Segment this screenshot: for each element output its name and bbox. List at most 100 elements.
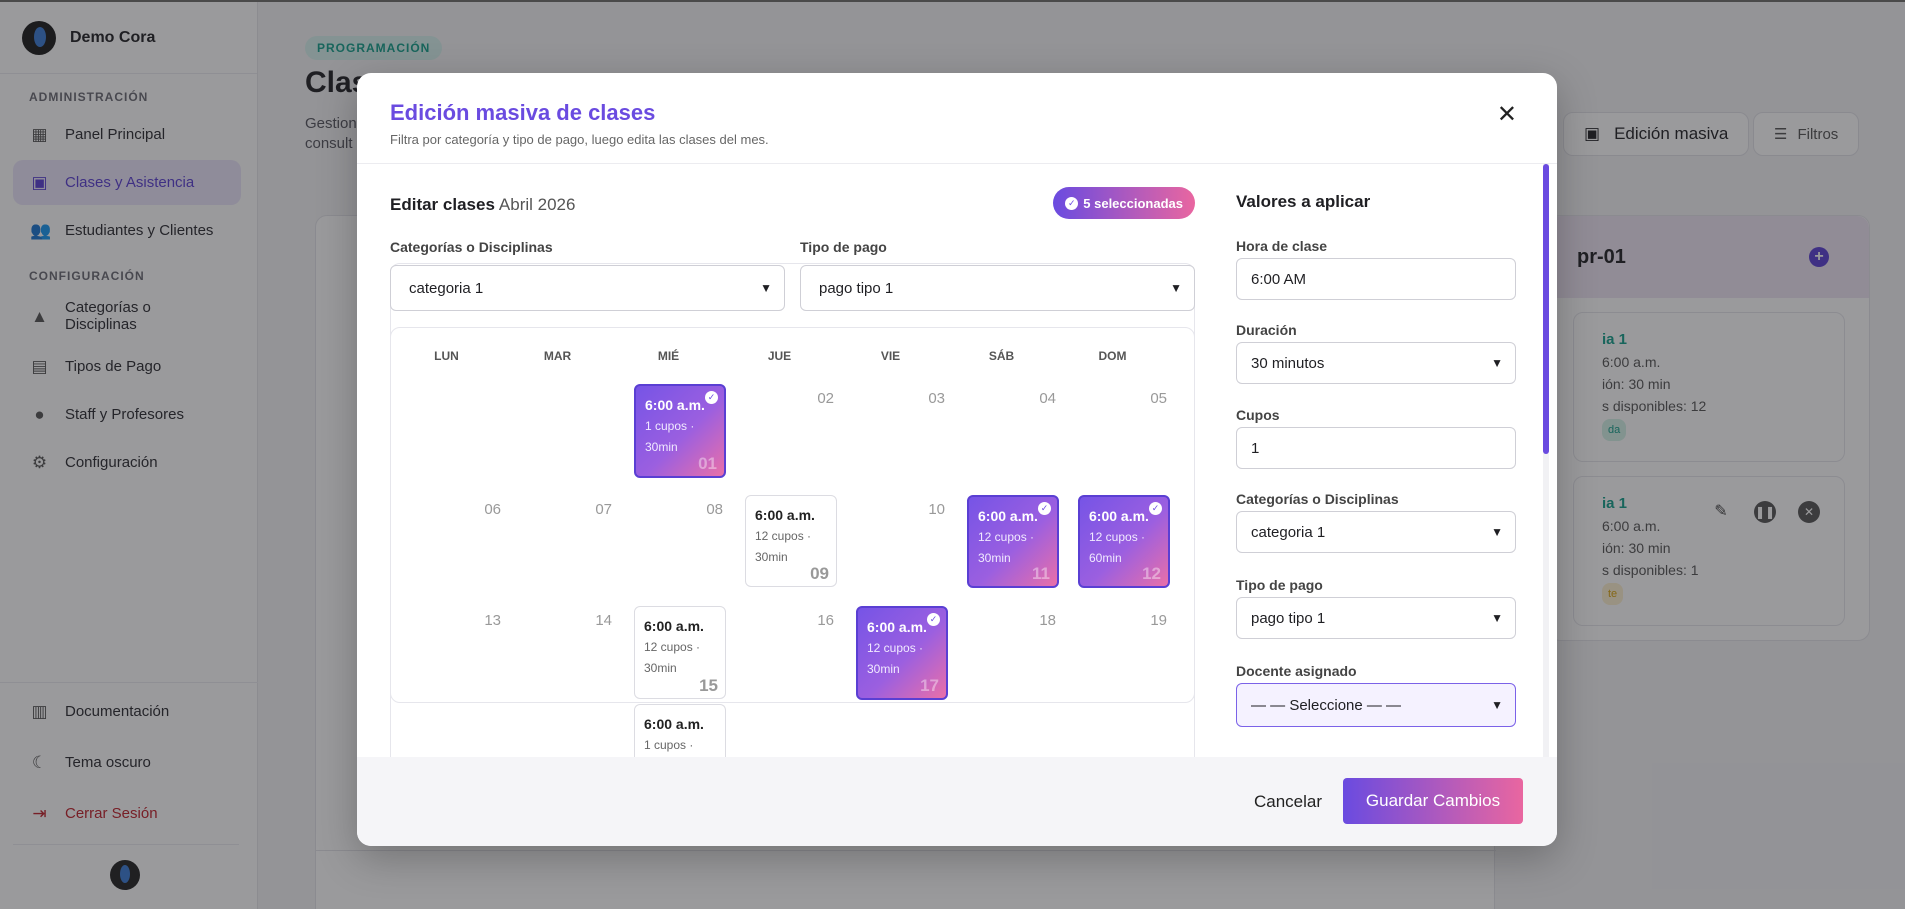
teacher-label: Docente asignado — [1236, 663, 1357, 679]
class-time: 6:00 a.m. — [644, 716, 704, 732]
class-time: 6:00 a.m. — [644, 618, 704, 634]
day-number: 16 — [817, 612, 834, 629]
class-duration: 30min — [978, 551, 1011, 565]
weekday-header: MAR — [543, 349, 572, 363]
sidebar-item-classes[interactable]: ▣ Clases y Asistencia — [13, 160, 241, 205]
class-card[interactable]: ia 1 6:00 a.m. ión: 30 min s disponibles… — [1573, 312, 1845, 462]
page-description-line: Gestion — [305, 115, 357, 132]
modal-footer: Cancelar Guardar Cambios — [357, 757, 1557, 846]
class-cell[interactable]: 6:00 a.m. 1 cupos · — [634, 704, 726, 766]
save-button[interactable]: Guardar Cambios — [1343, 778, 1523, 824]
payment-select[interactable]: pago tipo 1 ▼ — [1236, 597, 1516, 639]
class-time: 6:00 a.m. — [645, 397, 705, 413]
category-value: categoria 1 — [1251, 523, 1326, 541]
cancel-class-icon[interactable]: ✕ — [1798, 501, 1820, 523]
check-icon: ✓ — [705, 391, 718, 404]
weekday-header: LUN — [434, 349, 459, 363]
day-detail-panel: pr-01 + ia 1 6:00 a.m. ión: 30 min s dis… — [1548, 215, 1870, 641]
sidebar-item-categories[interactable]: ▲ Categorías o Disciplinas — [13, 291, 241, 341]
weekday-header: MIÉ — [657, 349, 680, 363]
payment-filter-value: pago tipo 1 — [819, 279, 894, 297]
brand[interactable]: Demo Cora — [0, 2, 257, 74]
day-number: 04 — [1039, 390, 1056, 407]
cupos-value: 1 — [1251, 439, 1260, 457]
sidebar-item-label: Clases y Asistencia — [65, 174, 195, 191]
status-badge: da — [1602, 419, 1627, 441]
sidebar-bottom: ▥ Documentación ☾ Tema oscuro ⇥ Cerrar S… — [0, 682, 258, 839]
class-time: 6:00 a.m. — [1089, 508, 1149, 524]
hour-input[interactable]: 6:00 AM — [1236, 258, 1516, 300]
modal-title-text: Edición masiva de clases — [390, 100, 656, 125]
class-cupos: 12 cupos · — [978, 530, 1035, 544]
sidebar-item-docs[interactable]: ▥ Documentación — [13, 689, 242, 734]
bulk-edit-button[interactable]: ▣ Edición masiva — [1563, 112, 1750, 156]
category-select[interactable]: categoria 1 ▼ — [1236, 511, 1516, 553]
class-card-line: 6:00 a.m. — [1602, 354, 1661, 370]
category-label: Categorías o Disciplinas — [1236, 491, 1399, 507]
sidebar-item-panel[interactable]: ▦ Panel Principal — [13, 112, 241, 157]
chevron-down-icon: ▼ — [1491, 611, 1503, 625]
add-class-icon[interactable]: + — [1809, 247, 1829, 267]
sidebar-item-settings[interactable]: ⚙ Configuración — [13, 440, 241, 485]
sidebar-item-students[interactable]: 👥 Estudiantes y Clientes — [13, 208, 241, 253]
class-duration: 30min — [645, 440, 678, 454]
class-cell[interactable]: ✓ 6:00 a.m. 12 cupos · 30min 17 — [856, 606, 948, 700]
day-number: 13 — [484, 612, 501, 629]
sidebar-item-dark-theme[interactable]: ☾ Tema oscuro — [13, 740, 242, 785]
modal-title: ▣ Edición masiva de clases — [390, 100, 1195, 703]
pause-icon[interactable]: ❚❚ — [1754, 501, 1776, 523]
sidebar-item-label: Tipos de Pago — [65, 358, 162, 375]
payment-icon: ▤ — [31, 357, 48, 376]
weekday-header: VIE — [880, 349, 901, 363]
scrollbar-thumb[interactable] — [1543, 164, 1549, 454]
chevron-down-icon: ▼ — [760, 281, 772, 295]
payment-filter-select[interactable]: pago tipo 1 ▼ — [800, 265, 1195, 311]
filters-button[interactable]: ☰ Filtros — [1753, 112, 1860, 156]
class-day-number: 11 — [1032, 564, 1050, 583]
book-icon: ▥ — [31, 702, 48, 721]
class-card[interactable]: ia 1 6:00 a.m. ión: 30 min s disponibles… — [1573, 476, 1845, 626]
class-time: 6:00 a.m. — [755, 507, 815, 523]
sidebar-item-label: Tema oscuro — [65, 754, 151, 771]
sidebar-item-staff[interactable]: ● Staff y Profesores — [13, 392, 241, 437]
class-cell[interactable]: ✓ 6:00 a.m. 12 cupos · 60min 12 — [1078, 495, 1170, 588]
class-card-line: s disponibles: 1 — [1602, 562, 1699, 578]
modal-header: ▣ Edición masiva de clases Filtra por ca… — [357, 73, 1557, 703]
class-cupos: 12 cupos · — [1089, 530, 1146, 544]
cancel-button[interactable]: Cancelar — [1254, 792, 1323, 811]
calendar-bottom-row: 27 28 29 30 — [316, 850, 1496, 909]
day-number: 14 — [595, 612, 612, 629]
footer-logo-icon — [110, 860, 140, 890]
page-description: Gestion consult — [305, 114, 357, 154]
class-cell[interactable]: 6:00 a.m. 12 cupos · 30min 09 — [745, 495, 837, 587]
class-day-number: 12 — [1142, 564, 1161, 583]
page-description-line: consult — [305, 135, 353, 152]
class-cell[interactable]: ✓ 6:00 a.m. 12 cupos · 30min 11 — [967, 495, 1059, 588]
class-cell[interactable]: 6:00 a.m. 12 cupos · 30min 15 — [634, 606, 726, 699]
calendar-icon: ▣ — [31, 173, 48, 192]
duration-select[interactable]: 30 minutos ▼ — [1236, 342, 1516, 384]
day-number: 03 — [928, 390, 945, 407]
check-icon: ✓ — [1038, 502, 1051, 515]
shapes-icon: ▲ — [31, 306, 48, 326]
day-number: 07 — [595, 501, 612, 518]
sidebar-item-payment-types[interactable]: ▤ Tipos de Pago — [13, 344, 241, 389]
class-cupos: 12 cupos · — [867, 641, 924, 655]
editor-title: Editar clases Abril 2026 — [390, 195, 575, 215]
weekday-header: SÁB — [988, 349, 1015, 363]
editor-title-text: Editar clases — [390, 195, 495, 214]
payment-filter-label: Tipo de pago — [800, 239, 887, 255]
close-icon[interactable]: ✕ — [1496, 101, 1517, 128]
sidebar-item-logout[interactable]: ⇥ Cerrar Sesión — [13, 791, 242, 836]
gear-icon: ⚙ — [31, 453, 48, 472]
editor-month: Abril 2026 — [498, 195, 576, 214]
sidebar-item-label: Panel Principal — [65, 126, 166, 143]
category-filter-select[interactable]: categoria 1 ▼ — [390, 265, 785, 311]
divider — [13, 844, 239, 845]
chevron-down-icon: ▼ — [1170, 281, 1182, 295]
class-cell[interactable]: ✓ 6:00 a.m. 1 cupos · 30min 01 — [634, 384, 726, 478]
modal-scrollbar[interactable] — [1543, 164, 1549, 757]
teacher-select[interactable]: — — Seleccione — — ▼ — [1236, 683, 1516, 727]
cupos-input[interactable]: 1 — [1236, 427, 1516, 469]
edit-icon[interactable]: ✎ — [1714, 503, 1728, 520]
